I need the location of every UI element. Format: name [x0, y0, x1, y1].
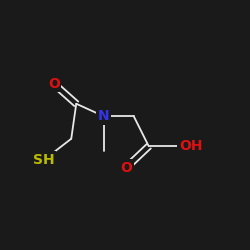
Text: O: O: [48, 77, 60, 91]
Text: SH: SH: [33, 153, 54, 167]
Text: OH: OH: [179, 139, 202, 153]
Text: O: O: [120, 160, 132, 174]
Text: N: N: [98, 109, 110, 123]
